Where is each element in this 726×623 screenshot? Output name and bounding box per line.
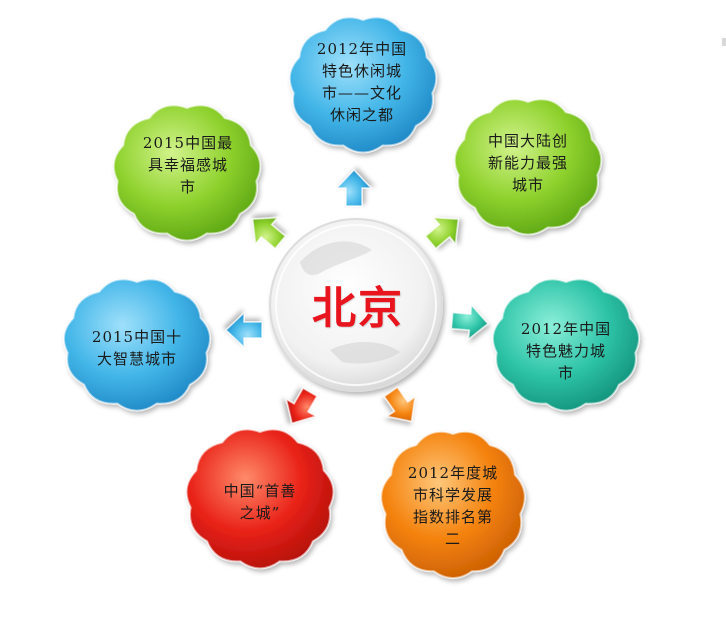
node-line: 中国大陆创: [487, 132, 568, 150]
node-left-text: 2015中国十 大智慧城市: [72, 326, 202, 370]
node-line: 新能力最强: [487, 154, 568, 172]
arrow-icon-right: [450, 303, 490, 341]
node-line: 2012年中国: [316, 40, 408, 58]
node-line: 大智慧城市: [96, 350, 177, 368]
node-top-right-text: 中国大陆创 新能力最强 城市: [462, 130, 594, 196]
node-bottom-left-text: 中国“首善 之城”: [195, 480, 325, 524]
node-top-text: 2012年中国 特色休闲城 市——文化 休闲之都: [296, 38, 428, 126]
node-line: 二: [444, 530, 461, 548]
node-line: 中国“首善: [223, 482, 297, 500]
arrow-icon-left: [224, 311, 263, 349]
node-line: 2015中国最: [142, 134, 234, 152]
node-line: 特色休闲城: [321, 62, 402, 80]
node-line: 市——文化: [321, 84, 402, 102]
node-right-text: 2012年中国 特色魅力城 市: [500, 318, 632, 384]
arrow-icon-top: [335, 168, 373, 207]
center-label: 北京: [312, 283, 404, 334]
node-line: 城市: [511, 176, 544, 194]
node-line: 2012年度城: [407, 464, 499, 482]
node-line: 市: [179, 178, 196, 196]
node-top-left-text: 2015中国最 具幸福感城 市: [121, 132, 255, 198]
ink-wash-decoration: [300, 241, 400, 364]
node-line: 市科学发展: [412, 486, 493, 504]
node-line: 之城”: [239, 504, 281, 522]
cloud-node-bottom-left: [185, 428, 335, 570]
cloud-node-top-left: [112, 104, 262, 242]
node-line: 指数排名第: [412, 508, 493, 526]
cloud-node-right: [491, 278, 641, 412]
cloud-node-top: [288, 16, 438, 154]
node-line: 2012年中国: [520, 320, 612, 338]
cloud-node-bottom-right: [380, 430, 526, 580]
node-line: 休闲之都: [329, 106, 394, 124]
arrow-icon-top-left: [251, 216, 287, 250]
center-node: [269, 218, 443, 392]
cloud-node-top-right: [453, 98, 603, 236]
arrow-icon-top-right: [424, 216, 460, 250]
cloud-node-left: [62, 278, 212, 412]
arrow-icon-bottom-right: [383, 386, 417, 423]
node-bottom-right-text: 2012年度城 市科学发展 指数排名第 二: [388, 462, 518, 550]
node-line: 2015中国十: [91, 328, 183, 346]
arrow-icon-bottom-left: [285, 387, 318, 425]
node-line: 特色魅力城: [525, 342, 606, 360]
node-line: 市: [557, 364, 574, 382]
node-line: 具幸福感城: [147, 156, 228, 174]
edge-mark: [722, 38, 726, 46]
